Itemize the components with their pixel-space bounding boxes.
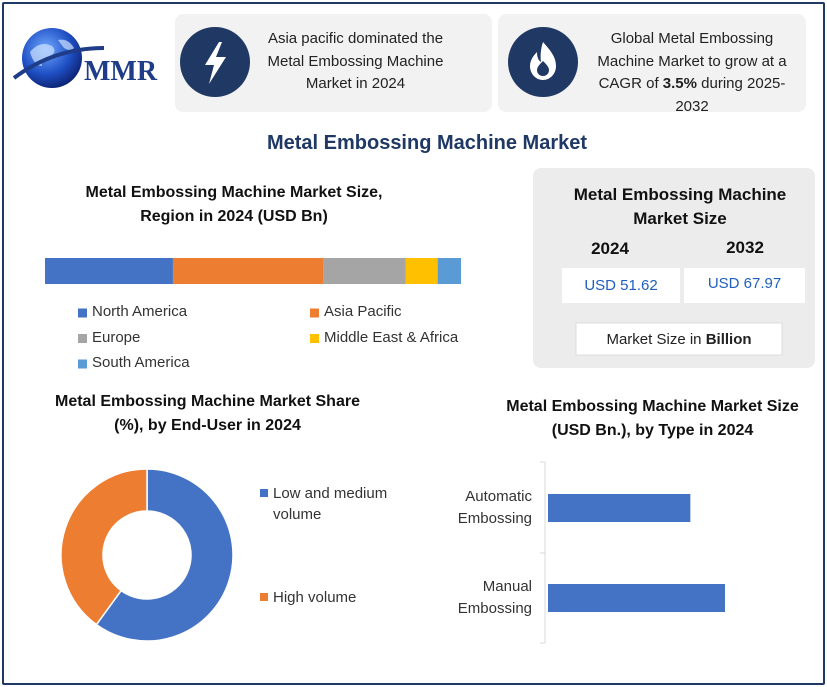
year-label: 2024 (591, 239, 629, 258)
legend-swatch (260, 489, 268, 497)
legend-swatch (78, 334, 87, 343)
card-bg (498, 14, 806, 112)
legend-swatch (78, 359, 87, 369)
bar-segment (172, 258, 324, 284)
legend-label: Europe (92, 328, 141, 346)
donut-slice (60, 468, 148, 626)
logo-text: MMR (84, 56, 158, 87)
note-text: Market Size in (606, 331, 702, 348)
chart-title: Metal Embossing Machine Market Size, Reg… (85, 184, 383, 225)
bar-segment (437, 258, 461, 284)
legend-label: Asia Pacific (324, 303, 402, 320)
logo-land (30, 39, 74, 66)
legend-label: Low and medium volume (273, 485, 388, 523)
note-box (575, 322, 783, 356)
bar (548, 584, 725, 612)
legend-label: Middle East & Africa (324, 328, 459, 346)
legend-label: North America (92, 303, 188, 320)
card-text: during 2025-2032 (675, 75, 786, 115)
legend-swatch (260, 593, 268, 601)
bar-segment (323, 258, 406, 284)
legend-swatch (310, 334, 319, 343)
bar-segment (405, 258, 438, 284)
category-label: Manual Embossing (457, 578, 532, 617)
value-box (684, 268, 805, 303)
size-value: USD 67.97 (707, 275, 782, 292)
bar-segment (45, 258, 173, 284)
category-label: Automatic Embossing (457, 488, 532, 527)
card-bg (175, 14, 492, 112)
legend-swatch (78, 308, 87, 318)
fire-icon-inner (537, 61, 549, 76)
panel-title: Metal Embossing Machine Market Size (573, 185, 787, 228)
bolt-icon (205, 42, 226, 84)
value-box (562, 268, 680, 303)
logo-swoosh (12, 46, 105, 80)
note-unit: Billion (705, 331, 752, 348)
chart-title: Metal Embossing Machine Market Share (%)… (55, 393, 360, 434)
card-highlight: 3.5% (662, 75, 697, 92)
note: Market Size in Billion (576, 331, 782, 348)
card-text: Global Metal Embossing Machine Market to… (582, 28, 802, 118)
legend-swatch (310, 308, 319, 318)
card-text: Global Metal Embossing Machine Market to… (597, 30, 787, 92)
main-title: Metal Embossing Machine Market (266, 132, 588, 154)
size-value: USD 51.62 (584, 277, 658, 294)
card-text: Asia pacific dominated the Metal Embossi… (267, 30, 444, 92)
legend-label: South America (92, 354, 190, 371)
bar (548, 494, 691, 522)
chart-title: Metal Embossing Machine Market Size (USD… (506, 398, 799, 439)
donut-slice (95, 468, 234, 642)
legend-label: High volume (273, 589, 357, 606)
year-label: 2032 (726, 238, 764, 257)
